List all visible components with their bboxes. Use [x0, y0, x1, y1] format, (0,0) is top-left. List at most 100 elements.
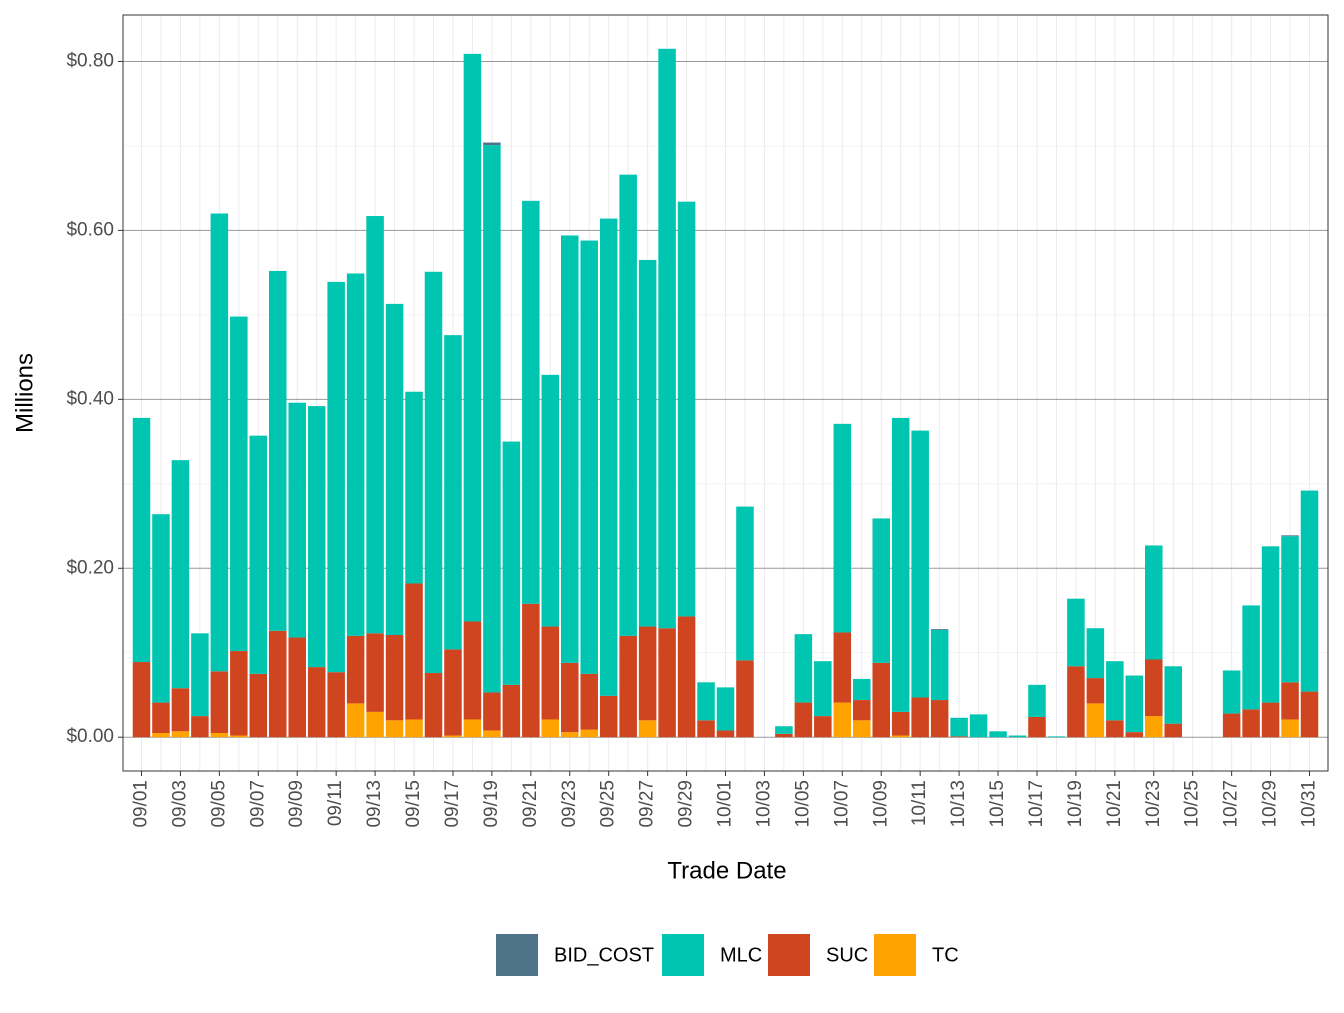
x-tick-label: 10/09: [870, 780, 891, 828]
x-tick-label: 10/07: [831, 780, 852, 828]
legend-label: SUC: [826, 944, 868, 966]
x-axis-label: Trade Date: [667, 857, 786, 884]
legend-swatch: [874, 934, 916, 976]
x-tick-label: 09/15: [403, 780, 424, 828]
bar-segment: [833, 632, 852, 703]
bar-segment: [891, 711, 910, 736]
bar-segment: [1281, 535, 1299, 537]
bar-segment: [561, 235, 579, 663]
bar-segment: [872, 518, 890, 663]
y-tick-label: $0.60: [66, 219, 114, 240]
bar-segment: [677, 201, 696, 617]
bar-segment: [288, 637, 306, 738]
y-axis-label: Millions: [11, 353, 38, 433]
x-tick-label: 09/19: [481, 780, 502, 828]
bar-segment: [1145, 659, 1163, 717]
bar-segment: [405, 583, 423, 720]
bar-segment: [1300, 691, 1319, 738]
bar-segment: [580, 729, 598, 738]
bar-segment: [1145, 716, 1163, 738]
bar-segment: [638, 720, 657, 738]
bar-segment: [152, 732, 170, 738]
bar-segment: [1242, 709, 1260, 738]
bar-segment: [483, 145, 501, 693]
x-tick-label: 09/17: [442, 780, 463, 828]
bar-segment: [599, 218, 618, 696]
bar-segment: [658, 628, 676, 738]
bar-segment: [210, 671, 229, 733]
bar-segment: [541, 374, 560, 627]
bar-segment: [405, 719, 423, 738]
bar-segment: [132, 662, 151, 738]
bar-segment: [366, 633, 384, 712]
bar-segment: [853, 720, 871, 738]
bar-segment: [385, 635, 404, 721]
bar-segment: [580, 673, 598, 730]
bar-segment: [969, 714, 988, 738]
x-tick-label: 09/13: [364, 780, 385, 828]
bar-segment: [736, 660, 754, 738]
x-tick-label: 10/05: [792, 780, 813, 828]
bar-segment: [366, 711, 384, 738]
bar-segment: [230, 651, 248, 736]
x-tick-label: 09/01: [131, 780, 152, 828]
bar-segment: [1067, 666, 1085, 738]
bar-segment: [269, 630, 287, 738]
bar-segment: [1300, 490, 1319, 692]
bar-segment: [580, 240, 598, 674]
bar-segment: [697, 720, 715, 738]
bar-segment: [152, 514, 170, 703]
x-tick-label: 09/07: [247, 780, 268, 828]
x-tick-label: 09/23: [559, 780, 580, 828]
bar-segment: [346, 703, 365, 738]
bar-segment: [424, 673, 443, 738]
legend-label: TC: [932, 944, 959, 966]
bar-segment: [930, 629, 949, 630]
bar-segment: [794, 634, 813, 703]
bar-segment: [1145, 545, 1163, 660]
bar-segment: [833, 702, 852, 738]
bar-segment: [444, 649, 462, 736]
bar-segment: [775, 733, 793, 738]
bar-segment: [191, 716, 209, 738]
bar-segment: [191, 633, 209, 717]
bar-segment: [171, 688, 190, 732]
x-tick-label: 10/01: [715, 780, 736, 828]
y-tick-label: $0.80: [66, 50, 114, 71]
x-tick-label: 10/21: [1104, 780, 1125, 828]
bar-segment: [1164, 723, 1182, 738]
bar-segment: [405, 391, 423, 584]
bar-segment: [1028, 684, 1046, 717]
bar-segment: [891, 735, 910, 738]
bar-segment: [619, 635, 637, 738]
bar-segment: [1067, 598, 1085, 667]
x-tick-label: 10/19: [1065, 780, 1086, 828]
bar-segment: [249, 673, 268, 738]
legend-swatch: [768, 934, 810, 976]
bar-segment: [230, 316, 248, 652]
x-tick-label: 10/29: [1260, 780, 1281, 828]
bar-segment: [1106, 720, 1124, 738]
bar-segment: [171, 460, 190, 689]
bar-segment: [1242, 605, 1260, 710]
x-tick-label: 10/25: [1182, 780, 1203, 828]
bar-segment: [502, 684, 521, 738]
bar-segment: [930, 629, 949, 701]
x-tick-label: 10/03: [753, 780, 774, 828]
bar-segment: [327, 281, 345, 673]
bar-segment: [463, 719, 482, 738]
x-tick-label: 10/23: [1143, 780, 1164, 828]
bar-segment: [716, 687, 735, 731]
bar-segment: [1125, 675, 1144, 733]
bar-segment: [638, 626, 657, 721]
bar-segment: [171, 731, 190, 738]
bar-segment: [911, 697, 929, 738]
x-tick-label: 10/17: [1026, 780, 1047, 828]
x-tick-label: 10/15: [987, 780, 1008, 828]
bar-segment: [346, 273, 365, 636]
bar-segment: [366, 216, 384, 634]
bar-segment: [210, 213, 229, 672]
x-tick-label: 09/05: [208, 780, 229, 828]
x-tick-label: 09/11: [325, 780, 346, 826]
